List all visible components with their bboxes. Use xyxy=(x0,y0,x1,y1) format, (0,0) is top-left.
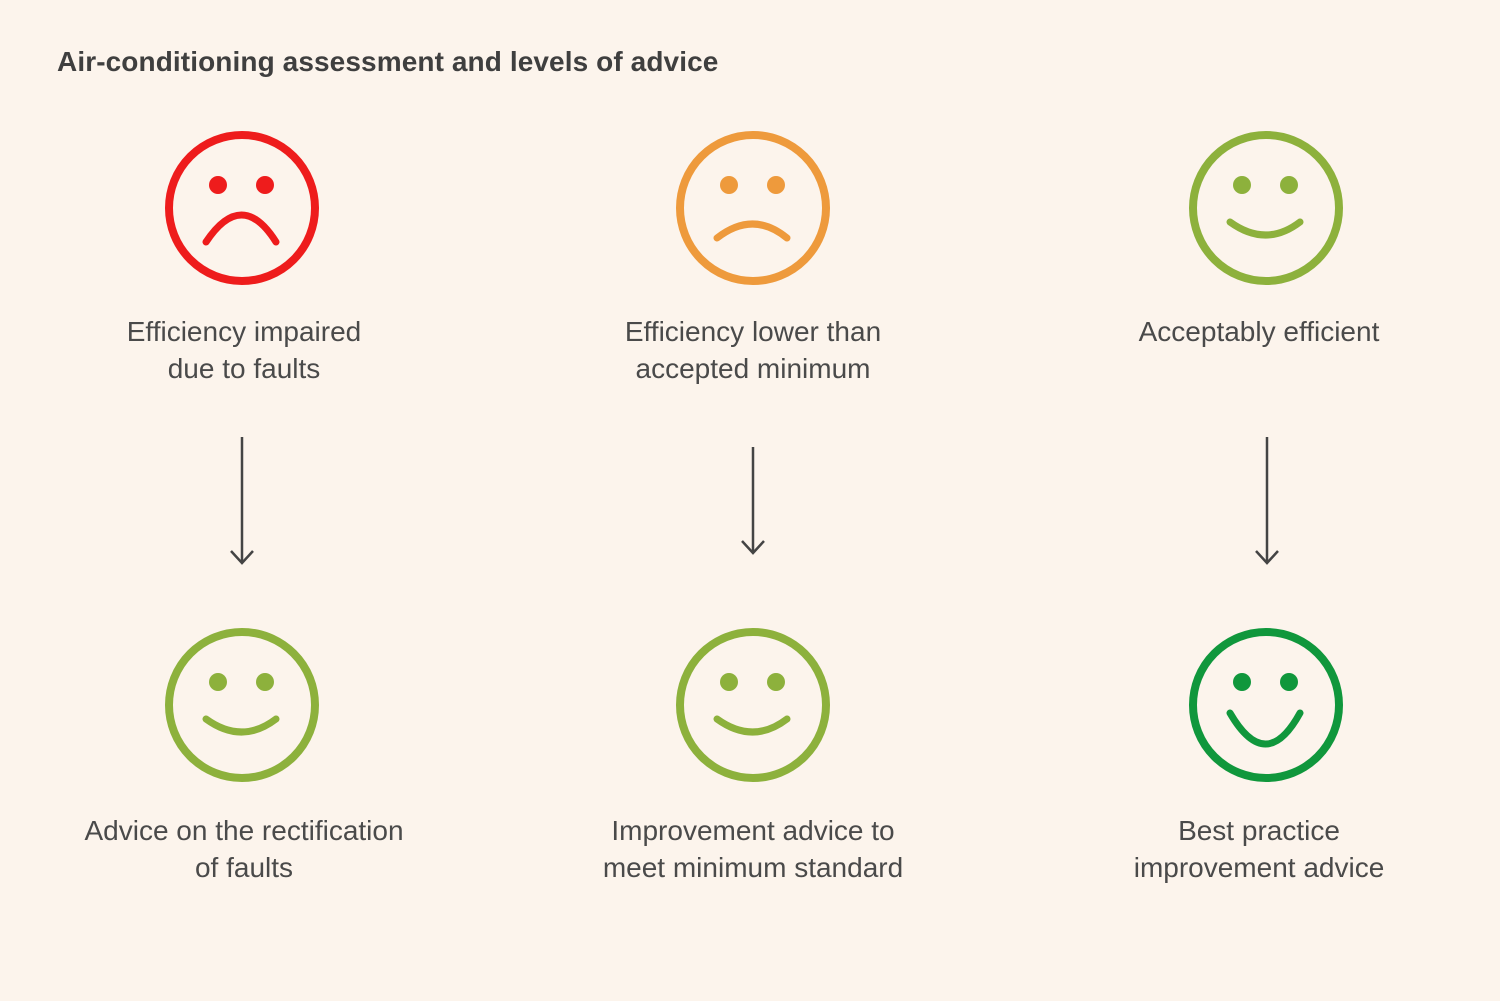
label-line: due to faults xyxy=(167,353,321,384)
label-line: of faults xyxy=(194,852,294,883)
down-arrow-icon xyxy=(1252,435,1282,570)
sad-face-icon xyxy=(162,128,322,288)
smiley-face-icon xyxy=(673,625,833,785)
sad-face-icon xyxy=(673,128,833,288)
label-line: Acceptably efficient xyxy=(1138,316,1380,347)
label-line: Efficiency lower than xyxy=(624,316,882,347)
advice-label-rectification: Advice on the rectification of faults xyxy=(44,812,444,886)
label-line: Improvement advice to xyxy=(611,815,895,846)
down-arrow-icon xyxy=(227,435,257,570)
big-smile-face-icon xyxy=(1186,625,1346,785)
label-line: meet minimum standard xyxy=(602,852,904,883)
label-line: Efficiency impaired xyxy=(126,316,362,347)
down-arrow-icon xyxy=(738,445,768,580)
advice-label-minimum-standard: Improvement advice to meet minimum stand… xyxy=(553,812,953,886)
label-line: Advice on the rectification xyxy=(84,815,404,846)
smiley-face-icon xyxy=(1186,128,1346,288)
advice-label-best-practice: Best practice improvement advice xyxy=(1059,812,1459,886)
label-line: Best practice xyxy=(1178,815,1340,846)
label-line: improvement advice xyxy=(1133,852,1385,883)
diagram-title: Air-conditioning assessment and levels o… xyxy=(57,46,719,77)
label-line: accepted minimum xyxy=(635,353,871,384)
assessment-label-below-minimum: Efficiency lower than accepted minimum xyxy=(553,313,953,387)
smiley-face-icon xyxy=(162,625,322,785)
assessment-label-acceptable: Acceptably efficient xyxy=(1059,313,1459,350)
assessment-label-faults: Efficiency impaired due to faults xyxy=(44,313,444,387)
